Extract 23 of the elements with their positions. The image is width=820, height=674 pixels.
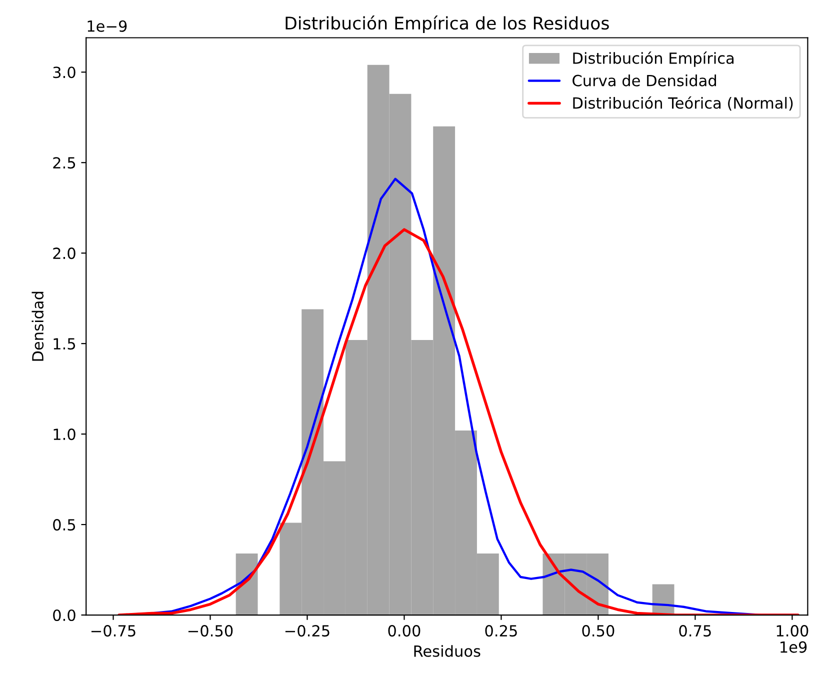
x-tick-label: −0.75 <box>91 625 136 637</box>
text: 1e9 <box>780 641 807 653</box>
x-tick-label: 0.50 <box>582 625 614 637</box>
y-tick-label: 1.5 <box>54 338 76 350</box>
x-tick-label: 0.00 <box>388 625 420 637</box>
y-tick-label: 1.0 <box>54 428 76 440</box>
y-tick-label: 3.0 <box>53 66 76 78</box>
y-tick-label: 2.5 <box>53 157 76 169</box>
x-tick-label: −0.25 <box>285 625 330 637</box>
x-axis-title: Residuos <box>414 645 480 657</box>
x-tick-label: 0.75 <box>679 625 711 637</box>
x-tick-label: 0.25 <box>485 625 517 637</box>
y-tick-label: 2.0 <box>53 248 76 260</box>
x-tick-label: 1.00 <box>776 625 808 637</box>
y-tick-label: 0.0 <box>53 609 76 622</box>
legend-label: Distribución Empírica <box>573 51 734 67</box>
y-axis-title: Densidad <box>32 292 44 361</box>
text: 1e−9 <box>88 20 127 32</box>
chart-title: Distribución Empírica de los Residuos <box>286 16 609 34</box>
x-tick-label: −0.50 <box>188 625 233 637</box>
legend-label: Curva de Densidad <box>572 74 716 86</box>
y-tick-label: 0.5 <box>53 519 76 531</box>
legend-label: Distribución Teórica (Normal) <box>573 96 793 111</box>
